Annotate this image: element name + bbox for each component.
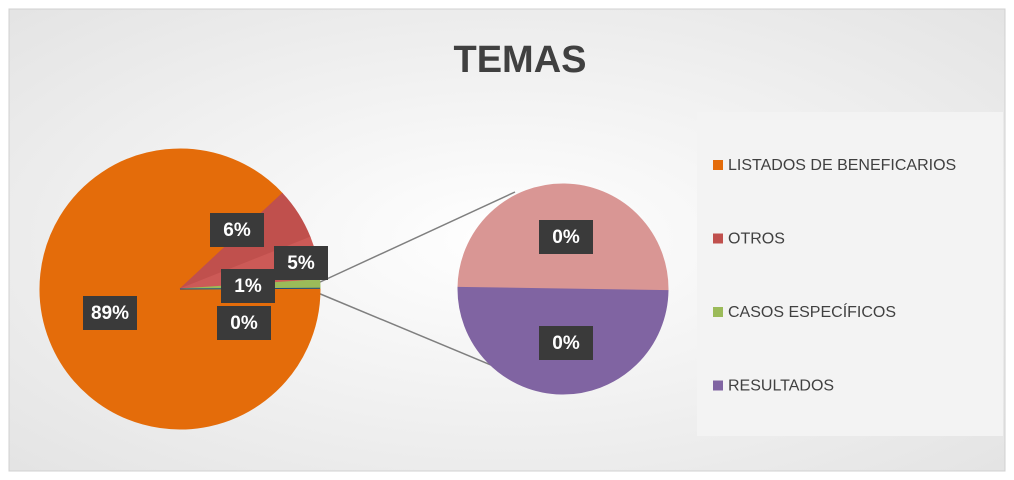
legend-swatch xyxy=(713,307,723,317)
chart-title: TEMAS xyxy=(454,39,587,81)
legend-swatch xyxy=(713,233,723,244)
label-box xyxy=(217,306,271,340)
legend-box xyxy=(697,112,1003,436)
legend-label: CASOS ESPECÍFICOS xyxy=(728,302,896,321)
data-label: 0% xyxy=(552,333,580,354)
label-box xyxy=(539,326,593,360)
label-box xyxy=(83,296,137,330)
connector xyxy=(317,191,516,284)
data-label: 5% xyxy=(287,253,315,274)
data-label: 0% xyxy=(230,313,258,334)
connector xyxy=(317,292,516,376)
label-box xyxy=(274,246,328,280)
data-label: 1% xyxy=(234,276,262,297)
label-box xyxy=(539,220,593,254)
data-label: 6% xyxy=(223,220,251,241)
label-box xyxy=(210,213,264,247)
legend-swatch xyxy=(713,380,723,391)
legend-swatch xyxy=(713,160,723,170)
legend-label: RESULTADOS xyxy=(728,378,834,395)
legend-label: OTROS xyxy=(728,231,785,248)
data-label: 0% xyxy=(552,227,580,248)
legend-label: LISTADOS DE BENEFICARIOS xyxy=(728,157,956,174)
label-box xyxy=(221,269,275,303)
data-label: 89% xyxy=(91,303,129,324)
